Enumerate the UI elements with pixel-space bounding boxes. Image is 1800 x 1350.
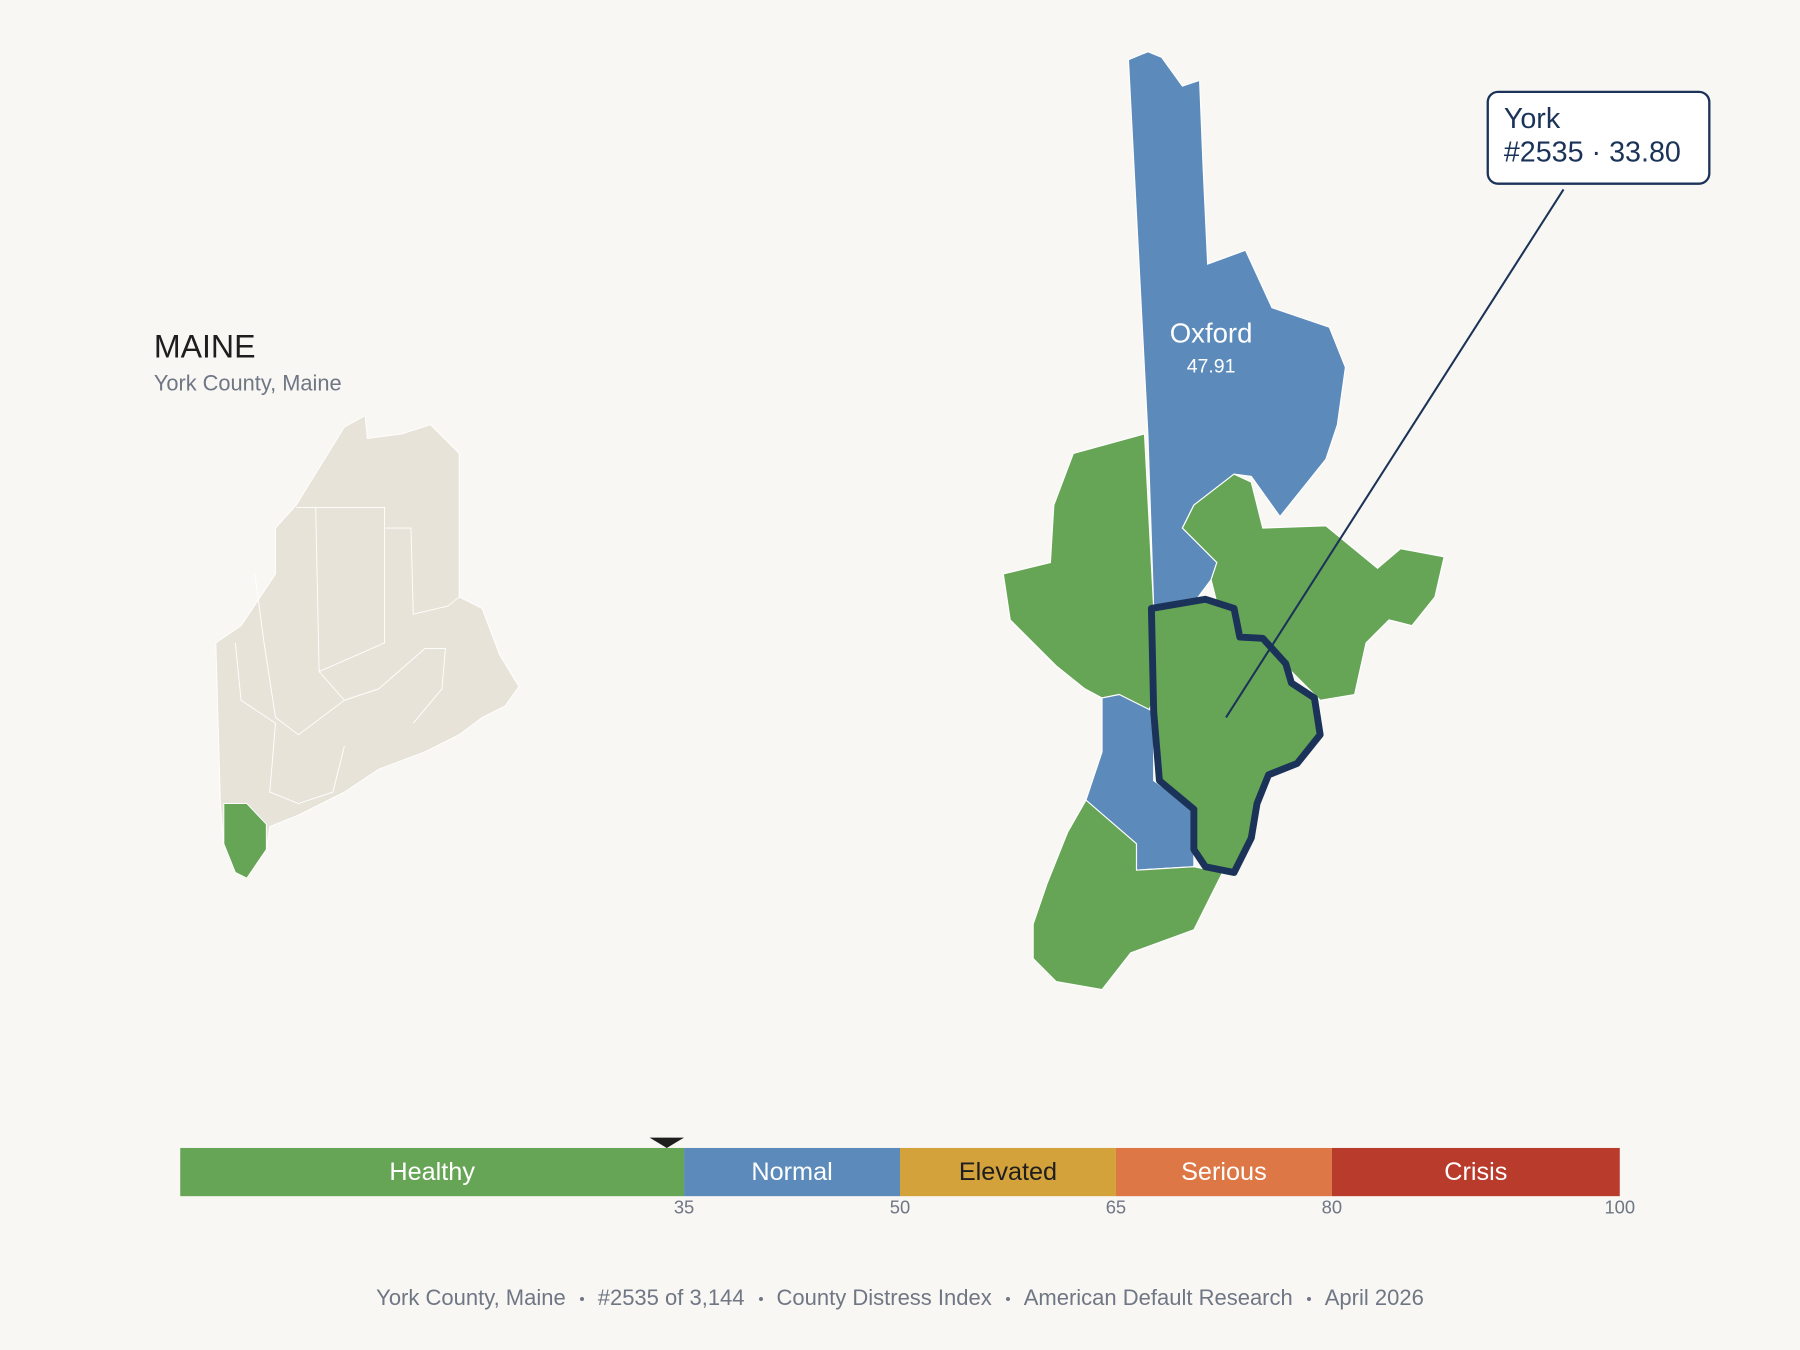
footer-item: American Default Research (1023, 1285, 1293, 1310)
scale-tick-label: 100 (1604, 1197, 1635, 1218)
callout-leader (1225, 188, 1565, 719)
county-value: 47.91 (1187, 356, 1236, 378)
scale-band-label: Crisis (1444, 1158, 1507, 1186)
scale-band (684, 1147, 900, 1197)
scale-marker (649, 1137, 685, 1148)
state-title: MAINE (154, 328, 256, 364)
county-shape (1127, 51, 1346, 610)
state-shape (215, 414, 520, 879)
state-overview (215, 414, 520, 879)
callout-title: York (1504, 103, 1561, 135)
county-shape (1032, 799, 1224, 991)
scale-tick-label: 35 (674, 1197, 694, 1218)
scale-band-label: Normal (751, 1158, 832, 1186)
scale-tick-label: 65 (1106, 1197, 1126, 1218)
scale-band (1115, 1147, 1332, 1197)
callout-box (1486, 90, 1711, 185)
scale-band (1331, 1147, 1620, 1197)
county-shape (223, 803, 267, 879)
scale-tick-label: 80 (1322, 1197, 1342, 1218)
county-line (384, 527, 460, 615)
footer: York County, Maine #2535 of 3,144 County D… (0, 1285, 1800, 1311)
footer-item: County Distress Index (776, 1285, 992, 1310)
footer-item: #2535 of 3,144 (597, 1285, 745, 1310)
scale: Healthy 35 Normal 50 Elevated 65 Serious 80 Cris… (180, 1137, 1635, 1218)
selected-county[interactable] (1147, 595, 1324, 876)
county-line (234, 642, 345, 805)
separator (1005, 1297, 1010, 1302)
scale-band-label: Elevated (959, 1158, 1057, 1186)
scale-band-label: Healthy (389, 1158, 475, 1186)
footer-item: April 2026 (1324, 1285, 1424, 1310)
separator (579, 1297, 584, 1302)
scale-band (900, 1147, 1116, 1197)
scale-band (180, 1147, 685, 1197)
county-line (318, 671, 379, 701)
county-label: Oxford (1170, 317, 1253, 348)
footer-item: York County, Maine (376, 1285, 566, 1310)
separator (1306, 1297, 1311, 1302)
county-shape (1181, 473, 1445, 701)
callout-label: #2535 · 33.80 (1504, 136, 1681, 168)
scale-tick-label: 50 (890, 1197, 910, 1218)
county-detail (1002, 51, 1445, 991)
county-shape (1002, 433, 1155, 713)
scale-band-label: Serious (1181, 1158, 1267, 1186)
state-subtitle: York County, Maine (154, 370, 342, 395)
separator (758, 1297, 763, 1302)
county-line (296, 506, 386, 673)
